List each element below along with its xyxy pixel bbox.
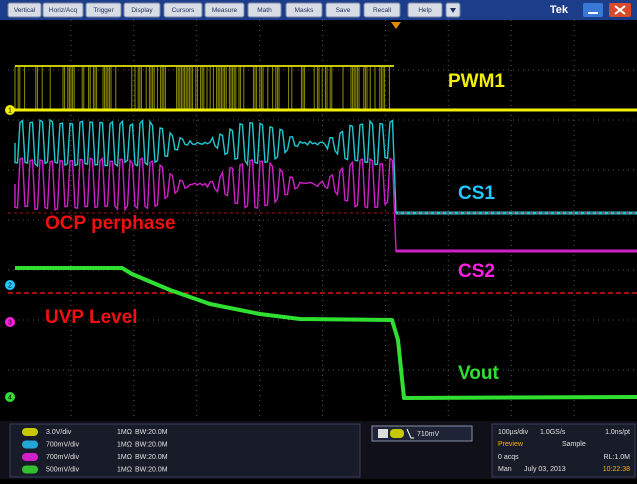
- channel-marker: [5, 105, 15, 115]
- channel-bandwidth: BW:20.0M: [135, 466, 168, 473]
- channel-marker-label: 4: [8, 394, 12, 401]
- menu-button[interactable]: [285, 2, 323, 18]
- menu-button[interactable]: [363, 2, 401, 18]
- menu-label: Masks: [295, 7, 315, 14]
- menu-button[interactable]: [7, 2, 42, 18]
- menu-label: Help: [418, 7, 432, 14]
- menu-label: Vertical: [14, 7, 36, 14]
- channel-impedance: 1MΩ: [117, 454, 132, 461]
- channel-scale: 700mV/div: [46, 454, 80, 461]
- vout-trace: [15, 266, 637, 400]
- menu-button[interactable]: [247, 2, 282, 18]
- menu-button[interactable]: [163, 2, 203, 18]
- menu-label: Math: [257, 7, 272, 14]
- menu-label: Save: [336, 7, 351, 14]
- channel-marker: [5, 392, 15, 402]
- channel-scale: 700mV/div: [46, 441, 80, 448]
- channel-bandwidth: BW:20.0M: [135, 454, 168, 461]
- trigger-position: [391, 22, 401, 29]
- sample-rate: 1.0GS/s: [540, 429, 566, 436]
- brand: Tek: [550, 4, 569, 16]
- cs2-trace: [14, 157, 637, 252]
- menu-button[interactable]: [204, 2, 245, 18]
- grid: [8, 20, 637, 420]
- mode: Preview: [498, 441, 524, 448]
- cs1-trace: [14, 118, 637, 214]
- channel-scale: 3.0V/div: [46, 429, 72, 436]
- menu-label: Cursors: [172, 7, 196, 14]
- label-cs1: CS1: [458, 183, 495, 204]
- trigger-source: [390, 429, 404, 438]
- resolution: 1.0ns/pt: [605, 429, 630, 436]
- minimize-button[interactable]: [583, 3, 603, 17]
- date: July 03, 2013: [524, 466, 566, 473]
- trigger-icon: [378, 429, 388, 438]
- menu-label: Measure: [212, 7, 238, 14]
- channel-panel: [9, 423, 361, 478]
- channel-bandwidth: BW:20.0M: [135, 441, 168, 448]
- timebase: 100µs/div: [498, 429, 529, 436]
- menu-label: Recall: [373, 7, 392, 14]
- trigger-slope: [406, 428, 414, 439]
- label-pwm1: PWM1: [448, 71, 505, 92]
- label-ocp: OCP perphase: [45, 213, 176, 234]
- menu-button[interactable]: [123, 2, 161, 18]
- label-cs2: CS2: [458, 261, 495, 282]
- channel-badge: [22, 440, 38, 449]
- menu-label: Horiz/Acq: [49, 7, 78, 14]
- waveforms: [8, 65, 637, 400]
- time: 10:22:38: [603, 466, 630, 473]
- channel-marker-label: 1: [8, 107, 12, 114]
- minimize-icon: [588, 12, 598, 14]
- channel-badge: [22, 428, 38, 436]
- channel-impedance: 1MΩ: [117, 441, 132, 448]
- menu-label: Trigger: [93, 7, 114, 14]
- record-length: RL:1.0M: [604, 454, 631, 461]
- channel-marker: [5, 317, 15, 327]
- channel-marker-label: 3: [8, 319, 12, 326]
- close-icon: [614, 5, 626, 15]
- menu-button[interactable]: [85, 2, 122, 18]
- trigger-level: 710mV: [417, 431, 440, 438]
- pwm1-pulses: [14, 66, 390, 110]
- channel-impedance: 1MΩ: [117, 429, 132, 436]
- channel-marker-label: 2: [8, 282, 12, 289]
- acqs: 0 acqs: [498, 454, 519, 461]
- menu-button[interactable]: [42, 2, 84, 18]
- channel-scale: 500mV/div: [46, 466, 80, 473]
- channel-impedance: 1MΩ: [117, 466, 132, 473]
- dropdown-arrow: [450, 8, 456, 13]
- label-vout: Vout: [458, 363, 499, 384]
- acq-mode: Sample: [562, 441, 586, 448]
- trigger-mode: Man: [498, 466, 512, 473]
- channel-bandwidth: BW:20.0M: [135, 429, 168, 436]
- channel-marker: [5, 280, 15, 290]
- menu-button[interactable]: [407, 2, 443, 18]
- menu-button[interactable]: [325, 2, 361, 18]
- channel-badge: [22, 465, 38, 474]
- channel-badge: [22, 453, 38, 461]
- menu-label: Display: [131, 7, 153, 14]
- acquisition-panel: [491, 423, 636, 478]
- label-uvp: UVP Level: [45, 307, 138, 328]
